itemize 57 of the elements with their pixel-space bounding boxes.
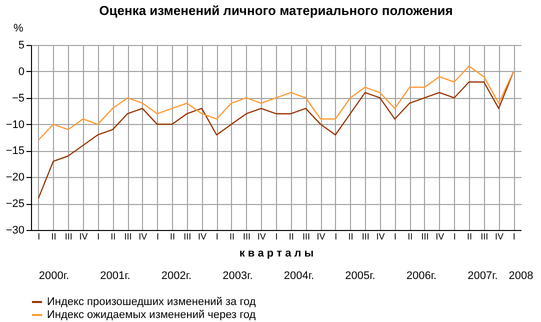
x-tick-label: IV (257, 232, 266, 242)
y-tick-label: −15 (6, 145, 24, 158)
chart-title: Оценка изменений личного материального положения (99, 3, 453, 18)
line-series (38, 66, 514, 141)
x-tick-label: III (362, 232, 370, 242)
x-tick-label: III (243, 232, 251, 242)
y-tick-label: −30 (6, 224, 24, 236)
legend-label: Индекс произошедших изменений за год (47, 296, 256, 308)
x-tick-label: IV (494, 232, 504, 242)
x-tick-label: III (302, 232, 310, 242)
x-tick-label: II (467, 232, 472, 242)
x-tick-label: II (348, 232, 354, 242)
x-tick-label: II (408, 232, 413, 242)
legend-label: Индекс ожидаемых изменений через год (47, 309, 256, 321)
y-tick-label: 5 (18, 40, 24, 52)
x-tick-label: I (394, 232, 397, 242)
x-tick-label: I (334, 232, 338, 242)
y-tick-label: −10 (6, 118, 24, 131)
text: 2006г. (406, 270, 437, 282)
x-tick-label: I (216, 232, 218, 242)
y-axis-title: % (14, 22, 24, 34)
text: 2001г. (100, 270, 130, 282)
text: 2000г. (38, 270, 70, 282)
x-tick-label: II (51, 232, 56, 242)
y-tick-label: 0 (18, 66, 24, 78)
x-tick-label: I (38, 232, 40, 242)
x-tick-label: I (512, 232, 516, 242)
x-tick-label: IV (79, 232, 88, 242)
x-tick-label: IV (198, 232, 207, 242)
y-tick-label: −25 (6, 198, 24, 210)
x-tick-label: II (170, 232, 176, 242)
y-tick-label: −20 (6, 172, 24, 184)
y-tick-label: −5 (12, 92, 24, 104)
x-tick-label: IV (316, 232, 326, 242)
text: 2007г. (468, 270, 498, 282)
text: 2005г. (345, 270, 376, 282)
x-tick-label: IV (138, 232, 148, 242)
x-tick-label: IV (436, 232, 444, 242)
x-tick-label: III (124, 232, 132, 242)
text: 2003г. (222, 270, 253, 282)
line-series (38, 70, 514, 199)
x-tick-label: III (421, 232, 429, 242)
x-tick-label: IV (376, 232, 385, 242)
x-tick-label: I (156, 232, 159, 242)
text: 2004г. (284, 270, 314, 282)
text: 2008 (508, 270, 534, 282)
x-tick-label: I (275, 232, 278, 242)
x-tick-label: II (288, 232, 294, 242)
x-tick-label: II (110, 232, 116, 242)
text: 2002г. (161, 270, 192, 282)
x-tick-label: III (184, 232, 192, 242)
x-tick-label: I (453, 232, 456, 242)
x-tick-label: I (97, 232, 100, 242)
x-tick-label: II (229, 232, 234, 242)
x-tick-label: III (480, 232, 488, 242)
x-tick-label: III (64, 232, 72, 242)
x-axis-title: к в а р т а л ы (239, 248, 314, 260)
